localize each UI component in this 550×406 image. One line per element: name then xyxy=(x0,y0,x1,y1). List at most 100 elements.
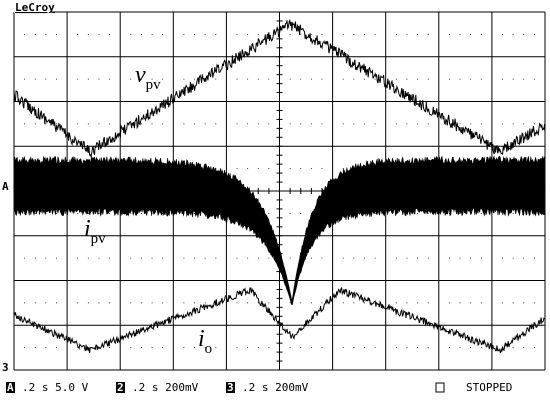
grid-dot xyxy=(151,257,153,259)
ipv-trace xyxy=(13,155,545,306)
grid-dot xyxy=(236,347,238,349)
grid-dot xyxy=(204,347,206,349)
grid-dot xyxy=(34,212,36,214)
ground-marker: 3 xyxy=(2,361,9,374)
grid-dot xyxy=(162,302,164,304)
grid-dot xyxy=(321,257,323,259)
grid-dot xyxy=(194,78,196,80)
grid-dot xyxy=(55,78,57,80)
grid-dot xyxy=(310,123,312,125)
grid-dot xyxy=(247,123,249,125)
grid-dot xyxy=(406,33,408,35)
grid-dot xyxy=(512,347,514,349)
channel-badge xyxy=(226,382,235,393)
grid-dot xyxy=(417,212,419,214)
grid-dot xyxy=(448,302,450,304)
grid-dot xyxy=(194,257,196,259)
grid-dot xyxy=(24,123,26,125)
grid-dot xyxy=(194,302,196,304)
grid-dot xyxy=(151,302,153,304)
grid-dot xyxy=(55,347,57,349)
grid-dot xyxy=(374,123,376,125)
grid-dot xyxy=(98,78,100,80)
grid-dot xyxy=(533,123,535,125)
grid-dot xyxy=(470,123,472,125)
grid-dot xyxy=(480,347,482,349)
grid-dot xyxy=(523,257,525,259)
io-label: io xyxy=(198,326,212,357)
grid-dot xyxy=(130,347,132,349)
grid-dot xyxy=(257,347,259,349)
channel-badge xyxy=(6,382,15,393)
grid-dot xyxy=(87,123,89,125)
grid-dot xyxy=(109,33,111,35)
status-box xyxy=(435,382,445,393)
grid-dot xyxy=(448,78,450,80)
grid-dot xyxy=(470,347,472,349)
vpv-label: vpv xyxy=(135,62,161,93)
grid-dot xyxy=(55,123,57,125)
grid-dot xyxy=(87,302,89,304)
grid-dot xyxy=(77,302,79,304)
grid-dot xyxy=(236,123,238,125)
grid-dot xyxy=(427,33,429,35)
grid-dot xyxy=(24,78,26,80)
grid-dot xyxy=(342,347,344,349)
grid-dot xyxy=(98,123,100,125)
grid-dot xyxy=(109,302,111,304)
grid-dot xyxy=(236,78,238,80)
grid-dot xyxy=(130,302,132,304)
grid-dot xyxy=(406,347,408,349)
grid-dot xyxy=(406,78,408,80)
grid-dot xyxy=(502,78,504,80)
grid-dot xyxy=(523,78,525,80)
grid-dot xyxy=(257,78,259,80)
grid-dot xyxy=(523,123,525,125)
grid-dot xyxy=(321,123,323,125)
grid-dot xyxy=(448,257,450,259)
grid-dot xyxy=(215,33,217,35)
grid-dot xyxy=(374,347,376,349)
grid-dot xyxy=(162,347,164,349)
grid-dot xyxy=(247,33,249,35)
grid-dot xyxy=(459,123,461,125)
grid-dot xyxy=(310,168,312,170)
grid-dot xyxy=(77,123,79,125)
grid-dot xyxy=(257,123,259,125)
grid-dot xyxy=(363,347,365,349)
grid-dot xyxy=(194,347,196,349)
grid-dot xyxy=(417,33,419,35)
grid-dot xyxy=(87,78,89,80)
grid-dot xyxy=(45,257,47,259)
grid-dot xyxy=(215,123,217,125)
grid-dot xyxy=(77,33,79,35)
grid-dot xyxy=(300,302,302,304)
grid-dot xyxy=(34,33,36,35)
grid-dot xyxy=(427,347,429,349)
grid-dot xyxy=(459,78,461,80)
grid-dot xyxy=(162,257,164,259)
grid-dot xyxy=(448,347,450,349)
grid-dot xyxy=(151,123,153,125)
grid-dot xyxy=(34,302,36,304)
grid-dot xyxy=(395,78,397,80)
grid-dot xyxy=(151,347,153,349)
grid-dot xyxy=(183,257,185,259)
grid-dot xyxy=(470,78,472,80)
label-sub: o xyxy=(205,341,213,357)
ipv-label: ipv xyxy=(84,216,106,247)
grid-dot xyxy=(45,33,47,35)
grid-dot xyxy=(363,33,365,35)
grid-dot xyxy=(289,212,291,214)
io-trace xyxy=(13,286,545,354)
grid-dot xyxy=(268,123,270,125)
grid-dot xyxy=(480,257,482,259)
grid-dot xyxy=(140,212,142,214)
grid-dot xyxy=(310,33,312,35)
waveforms xyxy=(13,18,546,354)
grid-dot xyxy=(109,212,111,214)
grid-dot xyxy=(215,257,217,259)
grid-dot xyxy=(236,33,238,35)
vpv-trace xyxy=(13,18,546,159)
grid-dot xyxy=(523,302,525,304)
